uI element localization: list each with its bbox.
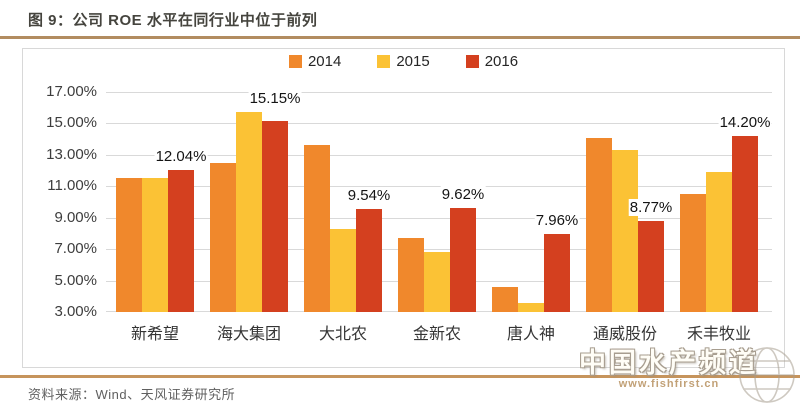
y-tick-1500: 15.00% — [46, 114, 97, 131]
data-label-group6: 14.20% — [718, 113, 772, 131]
bar-2016-group3 — [450, 207, 476, 312]
x-tick-0: 新希望 — [130, 326, 179, 343]
y-tick-1100: 11.00% — [47, 177, 97, 194]
y-tick-300: 3.00% — [54, 303, 97, 320]
bar-2014-group2 — [304, 145, 330, 312]
y-tick-1300: 13.00% — [46, 146, 97, 163]
watermark: 中国水产频道 www.fishfirst.cn — [544, 347, 795, 403]
legend-label-2014: 2014 — [307, 53, 342, 70]
bar-2015-group3 — [424, 252, 450, 312]
gridline-900 — [106, 218, 772, 219]
y-tick-700: 7.00% — [54, 240, 97, 257]
bar-2015-group2 — [330, 228, 356, 312]
gridline-1100 — [106, 186, 772, 187]
x-tick-4: 唐人神 — [506, 326, 555, 343]
legend-swatch-2014 — [288, 55, 302, 68]
bar-2016-group4 — [544, 234, 570, 312]
x-tick-5: 通威股份 — [592, 326, 657, 343]
y-tick-900: 9.00% — [54, 209, 97, 226]
y-tick-1700: 17.00% — [46, 83, 97, 100]
bar-2014-group3 — [398, 238, 424, 312]
data-label-group4: 7.96% — [534, 211, 580, 229]
bar-2014-group0 — [116, 178, 142, 312]
bar-group-2: 9.54% — [304, 92, 392, 312]
bar-group-0: 12.04% — [116, 92, 208, 312]
footer-divider-rule — [0, 375, 800, 378]
source-attribution: 资料来源：Wind、天风证券研究所 — [28, 387, 236, 402]
legend-item-2015: 2015 — [377, 53, 430, 70]
gridline-1300 — [106, 155, 772, 156]
bar-2015-group1 — [236, 112, 262, 312]
gridline-1500 — [106, 123, 772, 124]
bar-group-6: 14.20% — [680, 92, 772, 312]
legend-label-2015: 2015 — [396, 53, 430, 70]
y-tick-500: 5.00% — [54, 272, 97, 289]
bar-2014-group5 — [586, 137, 612, 312]
gridline-700 — [106, 249, 772, 250]
legend-item-2014: 2014 — [288, 53, 342, 70]
bar-2016-group6 — [732, 136, 758, 312]
bar-2015-group6 — [706, 172, 732, 312]
legend-item-2016: 2016 — [465, 53, 519, 70]
bar-2015-group4 — [518, 302, 544, 312]
bar-2014-group6 — [680, 194, 706, 312]
y-axis-labels: 17.00% 15.00% 13.00% 11.00% 9.00% 7.00% 5.00% 3… — [23, 83, 97, 320]
x-tick-6: 禾丰牧业 — [686, 326, 751, 343]
legend-swatch-2015 — [377, 55, 391, 68]
title-divider-rule — [0, 36, 800, 39]
bar-2016-group5 — [638, 221, 664, 312]
bar-2014-group1 — [210, 162, 236, 312]
bar-group-5: 8.77% — [586, 92, 674, 312]
legend-swatch-2016 — [465, 55, 479, 68]
x-tick-3: 金新农 — [412, 326, 461, 343]
bar-group-3: 9.62% — [398, 92, 486, 312]
legend-label-2016: 2016 — [484, 53, 519, 70]
bar-2014-group4 — [492, 286, 518, 312]
data-label-group2: 9.54% — [346, 186, 392, 204]
gridline-1700 — [106, 92, 772, 93]
data-label-group0: 12.04% — [154, 147, 208, 165]
bar-series-container: 12.04% 15.15% 9.54% 9.62% 7.96% 8.77% 14.20% — [106, 89, 772, 312]
data-label-group5: 8.77% — [628, 198, 674, 216]
figure-title: 图 9：公司 ROE 水平在同行业中位于前列 — [28, 12, 318, 29]
watermark-url: www.fishfirst.cn — [618, 378, 720, 390]
bar-2015-group5 — [612, 150, 638, 312]
chart-legend: 2014 2015 2016 — [23, 53, 784, 70]
data-label-group1: 15.15% — [248, 89, 302, 107]
bar-2015-group0 — [142, 178, 168, 312]
watermark-name: 中国水产频道 — [579, 348, 759, 378]
bar-group-1: 15.15% — [210, 89, 302, 312]
data-label-group3: 9.62% — [440, 185, 486, 203]
x-tick-2: 大北农 — [318, 326, 367, 343]
bar-2016-group0 — [168, 169, 194, 312]
x-tick-1: 海大集团 — [216, 326, 281, 343]
bar-2016-group2 — [356, 209, 382, 312]
globe-icon — [739, 347, 795, 403]
x-axis-labels: 新希望 海大集团 大北农 金新农 唐人神 通威股份 禾丰牧业 — [106, 320, 772, 344]
chart-frame: 2014 2015 2016 17.00% 15.00% 13.00% 11.00% 9.0… — [22, 48, 785, 368]
bar-group-4: 7.96% — [492, 92, 580, 312]
bar-2016-group1 — [262, 121, 288, 312]
